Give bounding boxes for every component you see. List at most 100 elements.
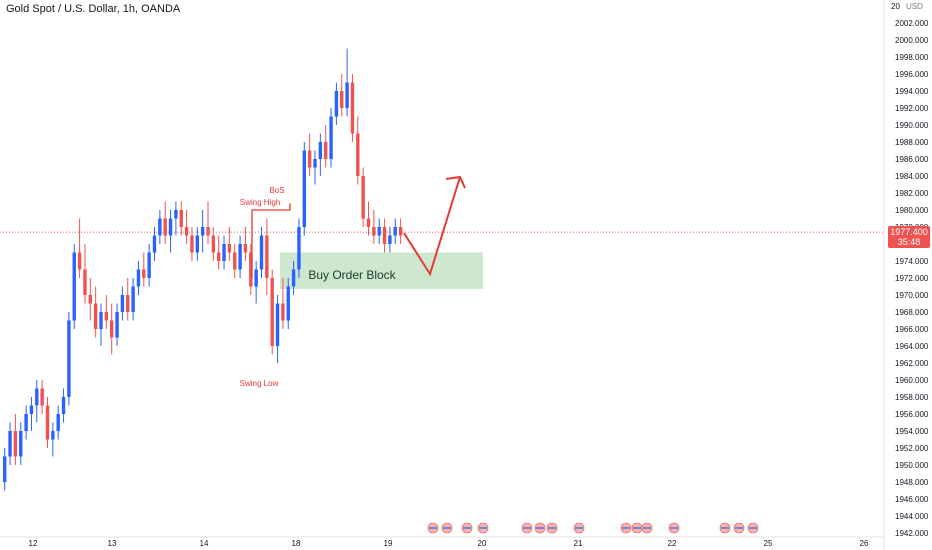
candle-up[interactable] xyxy=(168,218,173,236)
y-tick-label: 1994.000 xyxy=(895,87,929,96)
candle-down[interactable] xyxy=(190,235,194,253)
candle-up[interactable] xyxy=(259,235,264,270)
candle-down[interactable] xyxy=(324,142,328,159)
candle-up[interactable] xyxy=(174,210,178,219)
candle-up[interactable] xyxy=(286,286,290,321)
candle-up[interactable] xyxy=(200,227,205,236)
y-tick-label: 1968.000 xyxy=(895,308,929,317)
candle-down[interactable] xyxy=(110,320,114,338)
candle-down[interactable] xyxy=(40,388,44,406)
candle-down[interactable] xyxy=(104,312,109,321)
candle-up[interactable] xyxy=(147,252,151,279)
candle-up[interactable] xyxy=(72,252,76,321)
candle-down[interactable] xyxy=(142,269,146,279)
calendar-event-flag xyxy=(575,527,583,529)
candle-up[interactable] xyxy=(99,312,103,329)
candle-down[interactable] xyxy=(366,218,371,228)
candle-up[interactable] xyxy=(152,235,157,253)
candle-down[interactable] xyxy=(163,218,167,236)
candle-down[interactable] xyxy=(233,252,237,270)
x-tick-label: 21 xyxy=(574,539,583,548)
y-tick-label: 1988.000 xyxy=(895,138,929,147)
projection-arrow-path xyxy=(403,176,461,277)
candle-down[interactable] xyxy=(307,150,312,168)
candle-down[interactable] xyxy=(184,227,189,236)
candle-up[interactable] xyxy=(24,414,28,431)
candle-up[interactable] xyxy=(388,235,392,245)
candle-up[interactable] xyxy=(313,159,317,168)
candle-down[interactable] xyxy=(206,227,210,236)
candle-down[interactable] xyxy=(227,244,232,253)
candle-up[interactable] xyxy=(329,116,333,160)
candle-down[interactable] xyxy=(88,295,92,304)
candle-down[interactable] xyxy=(265,235,269,279)
candle-up[interactable] xyxy=(61,397,66,414)
candle-down[interactable] xyxy=(83,269,87,296)
candle-up[interactable] xyxy=(8,431,12,457)
candle-up[interactable] xyxy=(195,235,199,253)
candle-down[interactable] xyxy=(126,295,130,312)
candle-up[interactable] xyxy=(222,244,226,261)
calendar-event-flag xyxy=(429,527,437,529)
candle-down[interactable] xyxy=(77,252,82,270)
y-tick-label: 1942.000 xyxy=(895,529,929,538)
candle-down[interactable] xyxy=(249,252,253,287)
y-tick-label: 1984.000 xyxy=(895,172,929,181)
candle-up[interactable] xyxy=(136,269,141,287)
candle-up[interactable] xyxy=(254,269,258,287)
bos-swing-high-line xyxy=(251,203,291,278)
candle-up[interactable] xyxy=(302,150,306,228)
candle-down[interactable] xyxy=(340,91,344,108)
candle-down[interactable] xyxy=(372,227,376,236)
candle-up[interactable] xyxy=(158,218,162,236)
candle-up[interactable] xyxy=(377,227,381,236)
candle-down[interactable] xyxy=(361,176,365,219)
y-tick-label: 1974.000 xyxy=(895,257,929,266)
candle-down[interactable] xyxy=(356,133,360,177)
candle-up[interactable] xyxy=(3,456,7,483)
swing-low-label: Swing Low xyxy=(240,379,279,388)
current-price-value: 1977.400 xyxy=(890,227,928,238)
candle-up[interactable] xyxy=(67,320,71,398)
candle-up[interactable] xyxy=(115,312,119,338)
candle-up[interactable] xyxy=(334,91,339,117)
candle-up[interactable] xyxy=(131,286,135,313)
y-tick-label: 1950.000 xyxy=(895,461,929,470)
candle-up[interactable] xyxy=(318,142,323,159)
candle-down[interactable] xyxy=(281,303,285,321)
bos-label: BoS xyxy=(269,186,284,195)
y-tick-label: 1990.000 xyxy=(895,121,929,130)
candle-up[interactable] xyxy=(120,295,125,312)
candle-down[interactable] xyxy=(270,278,274,346)
candle-up[interactable] xyxy=(51,431,55,440)
chart-title: Gold Spot / U.S. Dollar, 1h, OANDA xyxy=(6,3,181,15)
candle-down[interactable] xyxy=(45,405,50,440)
candle-down[interactable] xyxy=(382,227,387,244)
candle-up[interactable] xyxy=(275,303,280,347)
swing-high-label: Swing High xyxy=(240,198,280,207)
calendar-event-flag xyxy=(463,527,471,529)
candle-up[interactable] xyxy=(56,414,60,431)
candle-down[interactable] xyxy=(243,244,248,253)
candle-up[interactable] xyxy=(29,405,34,415)
candle-down[interactable] xyxy=(93,303,98,330)
current-price-badge: 1977.400 35:48 xyxy=(888,226,930,249)
candle-down[interactable] xyxy=(217,252,221,262)
candle-down[interactable] xyxy=(13,431,18,457)
candle-up[interactable] xyxy=(19,431,23,457)
candle-up[interactable] xyxy=(297,227,301,270)
candle-down[interactable] xyxy=(398,227,403,236)
candle-down[interactable] xyxy=(211,235,216,253)
candle-up[interactable] xyxy=(345,82,349,109)
y-tick-label: 1982.000 xyxy=(895,189,929,198)
x-tick-label: 19 xyxy=(384,539,393,548)
x-tick-label: 22 xyxy=(668,539,677,548)
candle-down[interactable] xyxy=(179,210,183,227)
candle-up[interactable] xyxy=(35,388,39,406)
candle-up[interactable] xyxy=(238,244,242,270)
candle-down[interactable] xyxy=(350,82,355,134)
candle-up[interactable] xyxy=(291,269,296,287)
y-tick-label: 2000.000 xyxy=(895,36,929,45)
candle-up[interactable] xyxy=(393,227,397,236)
